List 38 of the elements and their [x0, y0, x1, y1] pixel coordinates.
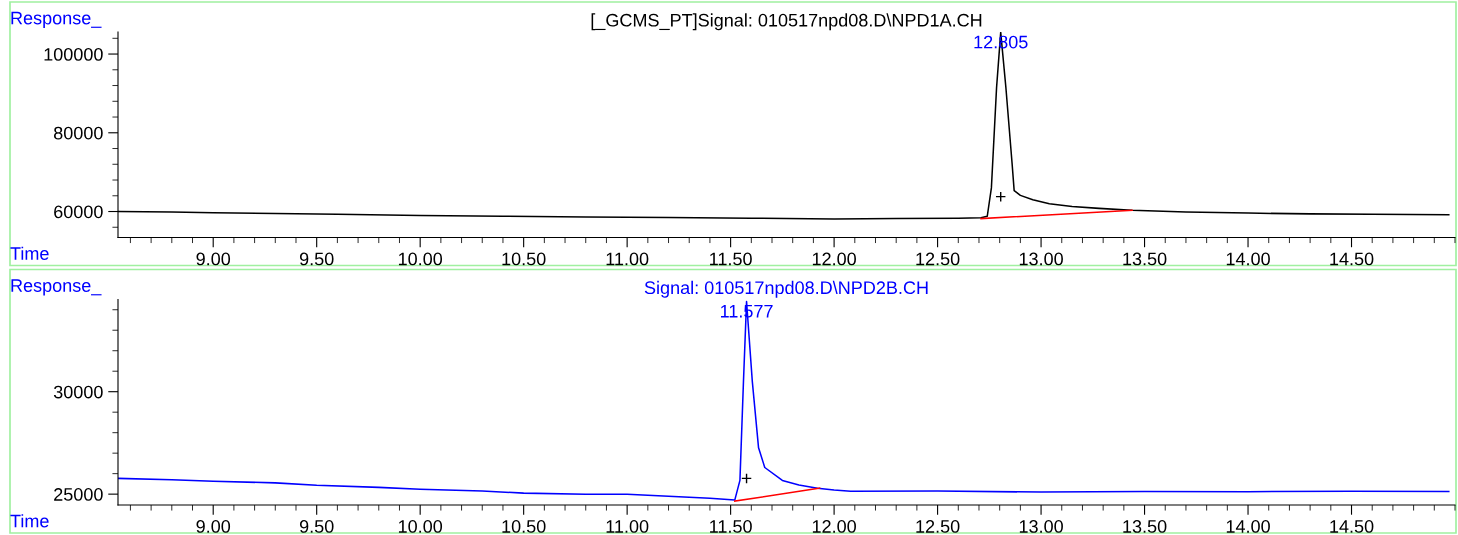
x-axis-title: Time [10, 514, 49, 528]
x-tick-label: 12.00 [812, 252, 856, 266]
x-tick-label: 12.50 [916, 520, 960, 533]
x-tick-label: 14.00 [1226, 520, 1270, 533]
y-tick-label: 60000 [54, 205, 103, 219]
x-axis-title: Time [10, 246, 49, 260]
annotation: + [995, 191, 1006, 202]
chart-title: Signal: 010517npd08.D\NPD2B.CH [644, 280, 928, 298]
y-axis-title: Response_ [11, 279, 102, 296]
y-tick-label: 100000 [44, 47, 103, 61]
x-tick-label: 13.00 [1019, 520, 1063, 533]
x-tick-label: 9.00 [196, 252, 231, 266]
y-tick-label: 25000 [54, 488, 103, 501]
x-tick-label: 14.50 [1330, 520, 1374, 533]
y-tick-label: 80000 [54, 126, 103, 140]
x-tick-label: 11.00 [606, 252, 649, 266]
x-tick-label: 10.00 [398, 520, 443, 533]
x-tick-label: 14.50 [1330, 252, 1374, 266]
annotation: + [741, 473, 752, 484]
x-tick-label: 11.50 [710, 520, 752, 533]
x-tick-label: 13.00 [1019, 252, 1063, 266]
x-tick-label: 10.50 [502, 520, 546, 533]
x-tick-label: 9.50 [299, 252, 334, 266]
x-tick-label: 12.00 [812, 520, 856, 533]
x-tick-label: 14.00 [1226, 252, 1270, 266]
x-tick-label: 9.50 [299, 520, 334, 533]
x-tick-label: 13.50 [1123, 520, 1167, 533]
x-tick-label: 11.00 [606, 520, 649, 533]
x-tick-label: 11.50 [710, 252, 752, 266]
x-tick-label: 12.50 [916, 252, 960, 266]
x-tick-label: 9.00 [196, 520, 231, 533]
y-tick-label: 30000 [53, 385, 103, 399]
y-axis-title: Response_ [11, 11, 102, 28]
x-tick-label: 10.50 [502, 252, 546, 266]
x-tick-label: 10.00 [398, 252, 443, 266]
line-series [118, 300, 1450, 501]
x-tick-label: 13.50 [1123, 252, 1167, 266]
chart-title: [_GCMS_PT]Signal: 010517npd08.D\NPD1A.CH [591, 13, 982, 31]
